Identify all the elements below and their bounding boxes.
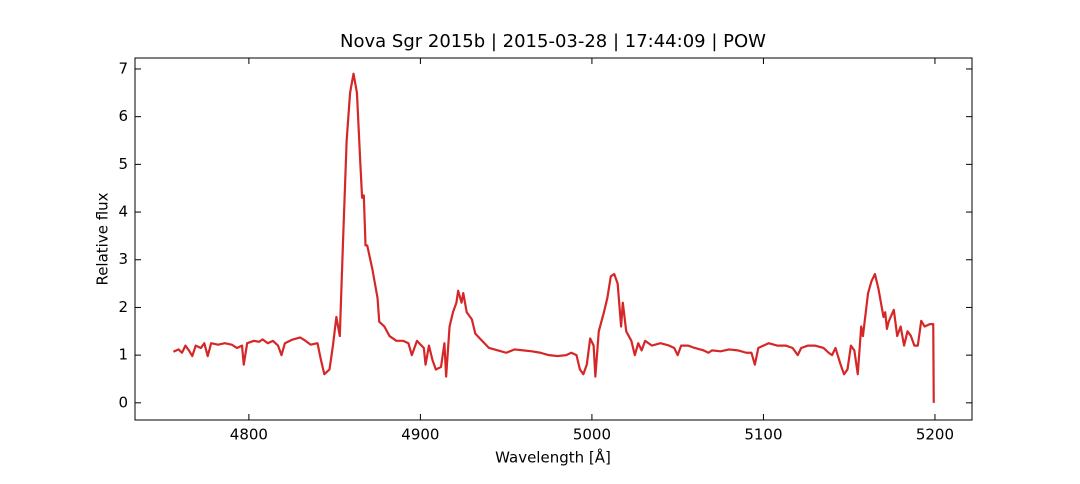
y-axis-label: Relative flux bbox=[94, 192, 112, 285]
y-tick-label: 5 bbox=[118, 155, 128, 173]
y-tick-label: 6 bbox=[118, 107, 128, 125]
plot-frame bbox=[134, 57, 973, 421]
x-tick-label: 4900 bbox=[401, 426, 439, 444]
x-axis-label: Wavelength [Å] bbox=[495, 448, 611, 467]
spectrum-line bbox=[172, 72, 935, 403]
x-tick-label: 4800 bbox=[230, 426, 268, 444]
x-tick-label: 5000 bbox=[573, 426, 611, 444]
y-tick-label: 2 bbox=[118, 298, 128, 316]
x-tick-label: 5100 bbox=[744, 426, 782, 444]
y-tick-label: 1 bbox=[118, 346, 128, 364]
y-tick-label: 4 bbox=[118, 203, 128, 221]
chart-title: Nova Sgr 2015b | 2015-03-28 | 17:44:09 |… bbox=[340, 31, 766, 52]
y-tick-label: 3 bbox=[118, 250, 128, 268]
y-tick-label: 0 bbox=[118, 393, 128, 411]
x-tick-label: 5200 bbox=[916, 426, 954, 444]
y-tick-label: 7 bbox=[118, 59, 128, 77]
